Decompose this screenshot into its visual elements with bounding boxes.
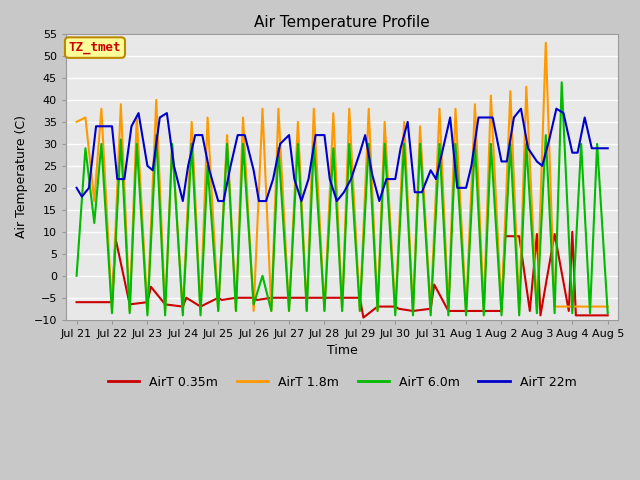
Legend: AirT 0.35m, AirT 1.8m, AirT 6.0m, AirT 22m: AirT 0.35m, AirT 1.8m, AirT 6.0m, AirT 2… <box>103 371 582 394</box>
Text: TZ_tmet: TZ_tmet <box>68 41 121 54</box>
Y-axis label: Air Temperature (C): Air Temperature (C) <box>15 115 28 239</box>
Title: Air Temperature Profile: Air Temperature Profile <box>254 15 430 30</box>
X-axis label: Time: Time <box>327 344 358 357</box>
